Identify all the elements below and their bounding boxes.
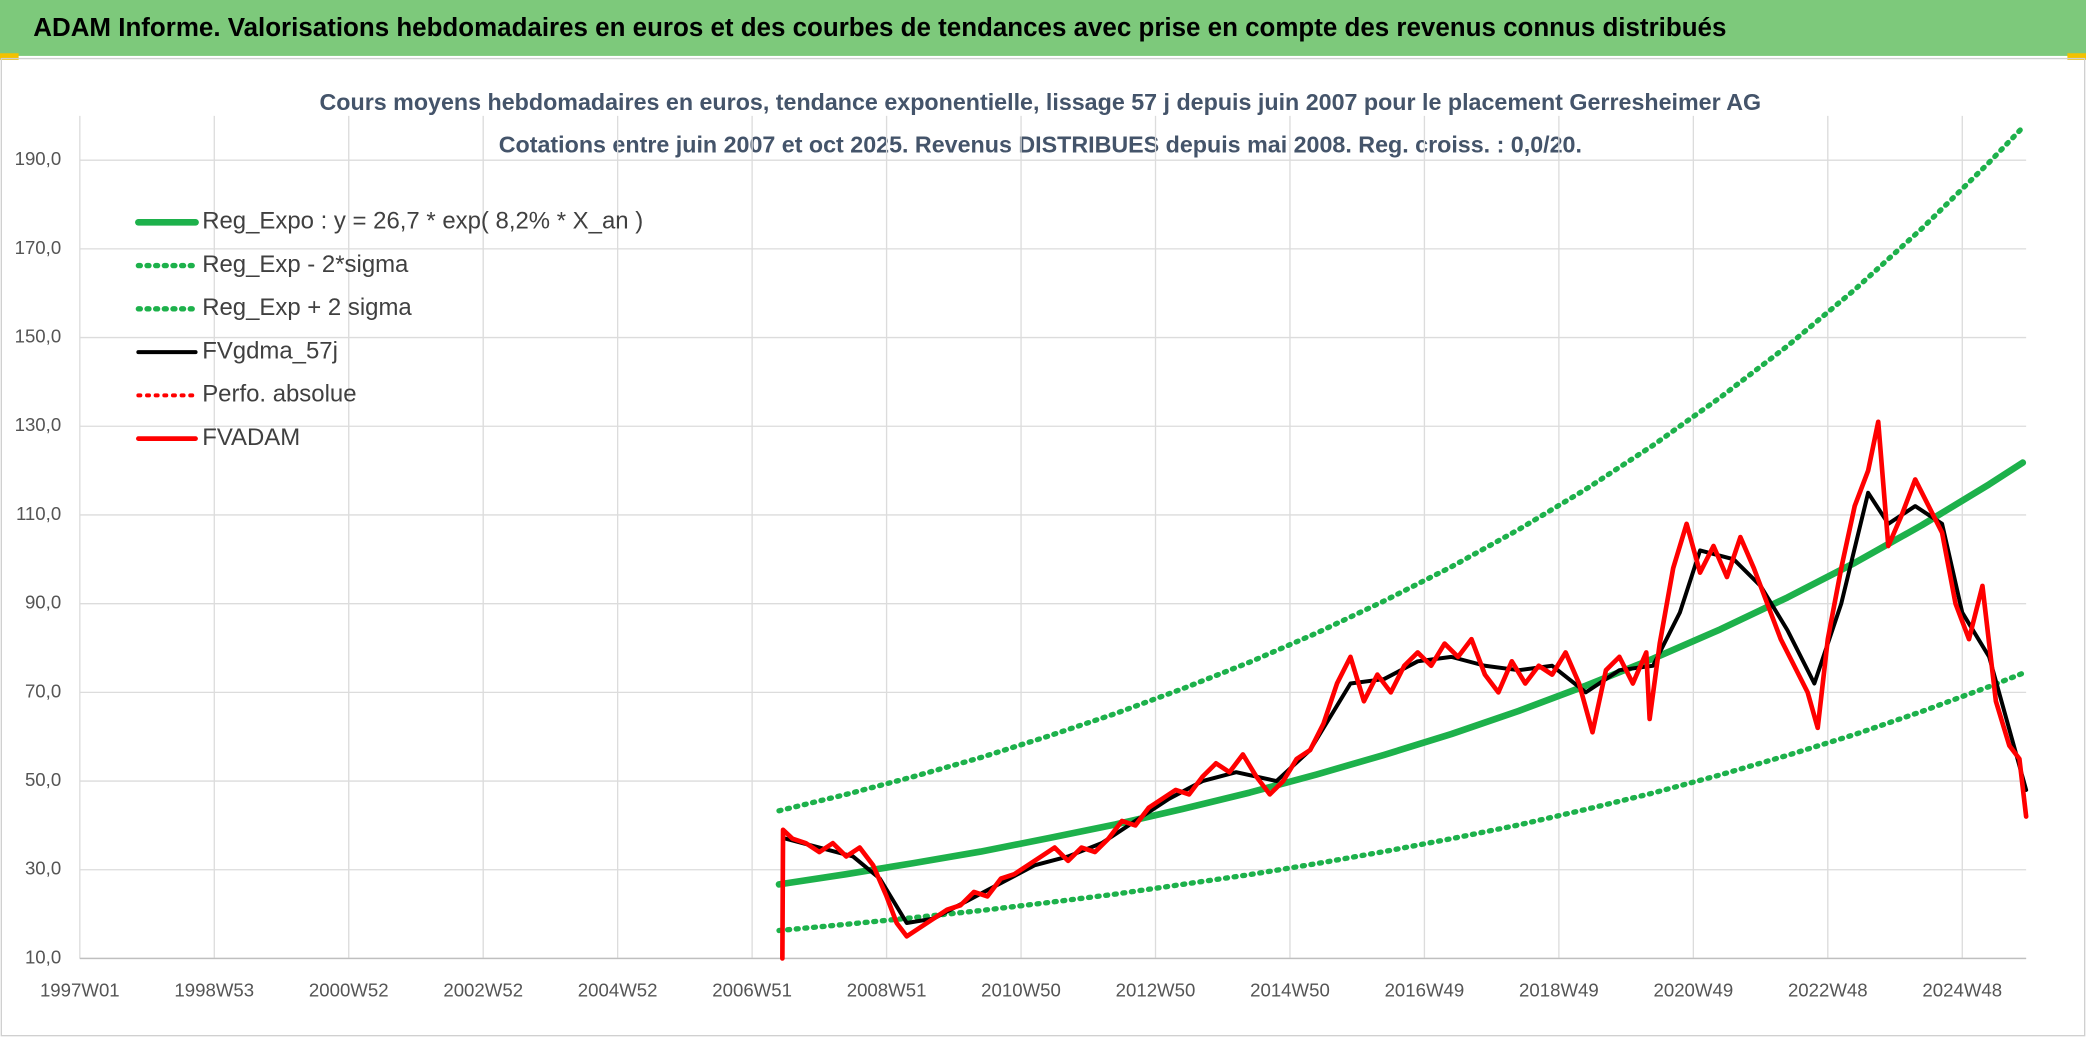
x-tick-label: 2018W49 <box>1519 980 1599 1001</box>
chart-subtitle: Cotations entre juin 2007 et oct 2025. R… <box>499 132 1582 158</box>
x-tick-label: 2024W48 <box>1922 980 2002 1001</box>
legend-label: FVgdma_57j <box>202 337 338 364</box>
x-tick-label: 2014W50 <box>1250 980 1330 1001</box>
chart-title: Cours moyens hebdomadaires en euros, ten… <box>320 89 1762 115</box>
legend: Reg_Expo : y = 26,7 * exp( 8,2% * X_an )… <box>135 208 643 451</box>
y-tick-label: 70,0 <box>25 680 61 701</box>
x-tick-label: 2020W49 <box>1653 980 1733 1001</box>
y-tick-label: 90,0 <box>25 592 61 613</box>
x-tick-label: 2006W51 <box>712 980 792 1001</box>
y-tick-label: 10,0 <box>25 946 61 967</box>
series-line <box>783 490 2029 925</box>
legend-label: Perfo. absolue <box>202 381 356 408</box>
header-bar <box>0 0 2086 56</box>
x-tick-label: 2000W52 <box>309 980 389 1001</box>
series-line <box>776 124 2026 814</box>
grid: 10,0 30,0 50,0 70,0 90,0 110,0 130,0 150,0 170,0… <box>15 115 2027 1001</box>
corner <box>0 53 19 60</box>
frame <box>0 57 2086 1037</box>
y-tick-label: 110,0 <box>16 503 61 524</box>
header-title: ADAM Informe. Valorisations hebdomadaire… <box>33 14 1726 42</box>
x-tick-label: 2012W50 <box>1116 980 1196 1001</box>
series-line <box>780 419 2029 961</box>
x-tick-label: 1997W01 <box>40 980 120 1001</box>
x-tick-label: 2010W50 <box>981 980 1061 1001</box>
series-line <box>776 670 2026 934</box>
y-tick-label: 130,0 <box>15 414 62 435</box>
y-tick-label: 190,0 <box>15 148 62 169</box>
plot-area <box>775 124 2029 961</box>
x-tick-label: 2004W52 <box>578 980 658 1001</box>
legend-label: Reg_Expo : y = 26,7 * exp( 8,2% * X_an ) <box>202 208 643 235</box>
x-tick-label: 1998W53 <box>174 980 254 1001</box>
x-tick-label: 2016W49 <box>1385 980 1465 1001</box>
x-tick-label: 2008W51 <box>847 980 927 1001</box>
y-tick-label: 170,0 <box>15 237 62 258</box>
corner <box>2067 53 2086 60</box>
legend-label: Reg_Exp + 2 sigma <box>202 294 412 321</box>
x-tick-label: 2002W52 <box>443 980 523 1001</box>
legend-label: Reg_Exp - 2*sigma <box>202 251 409 278</box>
legend-label: FVADAM <box>202 424 300 451</box>
y-tick-label: 150,0 <box>15 325 62 346</box>
x-tick-label: 2022W48 <box>1788 980 1868 1001</box>
y-tick-label: 50,0 <box>25 769 61 790</box>
y-tick-label: 30,0 <box>25 858 61 879</box>
